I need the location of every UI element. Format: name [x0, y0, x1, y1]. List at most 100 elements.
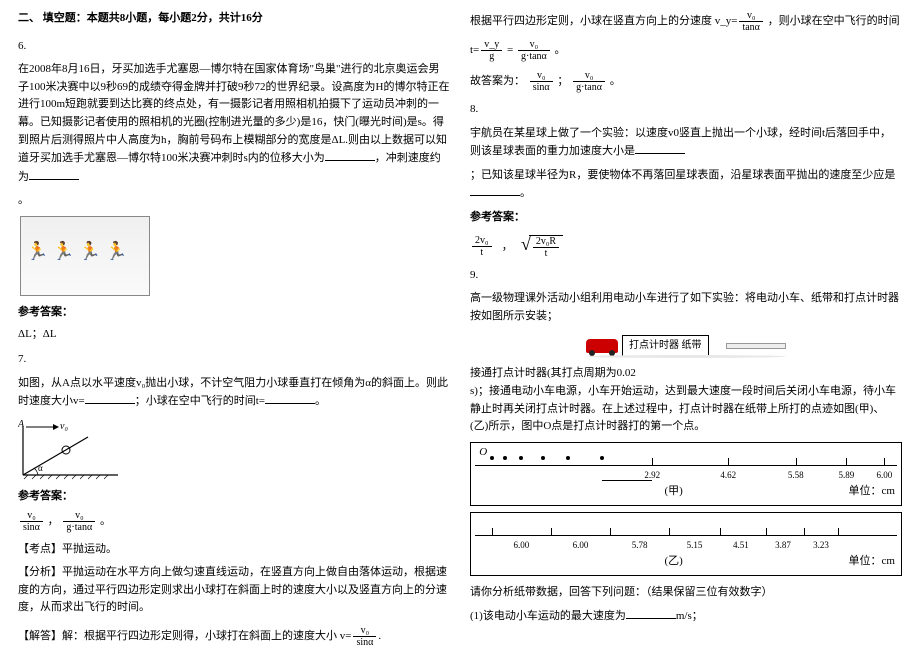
ruler2-caption: (乙) 单位：cm [471, 553, 901, 571]
r1-t2: 5.58 [788, 468, 804, 482]
q9-ask: 请你分析纸带数据，回答下列问题：（结果保留三位有效数字） [470, 584, 902, 602]
r2-t3: 5.15 [687, 538, 703, 552]
r-line1: 根据平行四边形定则，小球在竖直方向上的分速度 v_y=v₀tanα ，则小球在空… [470, 10, 902, 33]
kaodian-text: 平抛运动。 [62, 543, 117, 555]
fenxi: 【分析】平抛运动在水平方向上做匀速直线运动，在竖直方向上做自由落体运动，根据速度… [18, 564, 450, 617]
q9-blank [626, 607, 676, 619]
svg-text:α: α [38, 463, 43, 473]
t-eq: t= [470, 44, 479, 56]
ruler1-caption: (甲) 单位：cm [471, 483, 901, 501]
q7-t2: ；小球在空中飞行的时间t= [135, 395, 265, 407]
vy-label: v_y= [715, 15, 738, 27]
r-den1: tanα [739, 22, 762, 33]
q8-num: 8. [470, 101, 902, 119]
a8-num2: 2v₀R [533, 236, 559, 248]
r2-t1: 6.00 [573, 538, 589, 552]
jia-unit: 单位：cm [849, 483, 895, 501]
shadow [586, 355, 786, 358]
answer-title-6: 参考答案： [18, 304, 450, 322]
q9-text2: 接通打点计时器(其打点周期为0.02 s)；接通电动小车电源，小车开始运动，达到… [470, 365, 902, 435]
q9-sub1-text: (1)该电动小车运动的最大速度为 [470, 610, 626, 622]
timer-label-box: 打点计时器 纸带 [622, 335, 709, 357]
q7-blank2 [265, 392, 315, 404]
den2: g·tanα [63, 522, 95, 533]
setup-diagram: 打点计时器 纸带 [586, 331, 786, 359]
q7-body: 如图，从A点以水平速度v₀抛出小球，不计空气阻力小球垂直打在倾角为α的斜面上。则… [18, 375, 450, 411]
q9-t2b: s)；接通电动小车电源，小车开始运动，达到最大速度一段时间后关闭小车电源，待小车… [470, 385, 896, 432]
r-time-formula: t=v_yg = v₀g·tanα 。 [470, 39, 902, 62]
o-label: O [479, 444, 487, 462]
q9-sub1: (1)该电动小车运动的最大速度为 m/s； [470, 607, 902, 626]
guda-label: 故答案为： [470, 75, 525, 87]
ruler-jia: O 2.92 4.62 5.58 5.89 6.00 (甲) 单位：cm [470, 442, 902, 506]
num3: v₀ [353, 625, 376, 637]
tape-strip [726, 343, 786, 349]
q6-body: 在2008年8月16日，牙买加选手尤塞恩—博尔特在国家体育场"鸟巢"进行的北京奥… [18, 61, 450, 186]
q7-blank1 [85, 392, 135, 404]
g-den: g [481, 51, 502, 62]
jieda-text: 解：根据平行四边形定则得，小球打在斜面上的速度大小 [62, 630, 337, 642]
q9-unit: m/s； [676, 610, 703, 622]
den1: sinα [20, 522, 43, 533]
r-num1: v₀ [739, 10, 762, 22]
q6-photo: 🏃🏃🏃🏃 [20, 216, 150, 296]
q7-answer-formula: v₀sinα ， v₀g·tanα 。 [18, 510, 450, 533]
answer-title-7: 参考答案： [18, 488, 450, 506]
r2-t0: 6.00 [514, 538, 530, 552]
label-A: A [18, 419, 25, 430]
r2-t4: 4.51 [733, 538, 749, 552]
r-num2: v₀ [518, 39, 550, 51]
ruler1-line: O 2.92 4.62 5.58 5.89 6.00 [475, 465, 897, 466]
r2-t2: 5.78 [632, 538, 648, 552]
r1-t4: 6.00 [876, 468, 892, 482]
num1: v₀ [20, 510, 43, 522]
q8-body: 宇航员在某星球上做了一个实验：以速度v0竖直上抛出一个小球，经时间t后落回手中，… [470, 125, 902, 161]
guda-end: 。 [610, 75, 621, 87]
section-title: 二、 填空题：本题共8小题，每小题2分，共计16分 [18, 10, 450, 28]
kaodian-label: 【考点】 [18, 543, 62, 555]
q7-number: 7. [18, 351, 450, 369]
q6-period: 。 [18, 192, 450, 210]
kaodian: 【考点】平抛运动。 [18, 541, 450, 559]
r2-t6: 3.23 [813, 538, 829, 552]
r-den2: g·tanα [518, 51, 550, 62]
r2-t5: 3.87 [775, 538, 791, 552]
answer-title-8: 参考答案： [470, 209, 902, 227]
guda: 故答案为： v₀sinα ； v₀g·tanα 。 [470, 70, 902, 93]
svg-text:v₀: v₀ [60, 421, 68, 432]
q8-body2: ；已知该星球半径为R，要使物体不再落回星球表面，沿星球表面平抛出的速度至少应是。 [470, 167, 902, 203]
yi-unit: 单位：cm [849, 553, 895, 571]
q6-number: 6. [18, 38, 450, 56]
q8-blank1 [635, 142, 685, 154]
q6-blank2 [29, 168, 79, 180]
a8-num1: 2v₀ [472, 235, 492, 247]
q7-t3: 。 [315, 395, 326, 407]
jieda-label: 【解答】 [18, 630, 62, 642]
a8-den1: t [472, 247, 492, 258]
q6-answer: ΔL；ΔL [18, 326, 450, 344]
jia-label: (甲) [664, 485, 682, 497]
g-den1: sinα [530, 82, 553, 93]
r1-t1: 4.62 [720, 468, 736, 482]
g-num1: v₀ [530, 70, 553, 82]
car-icon [586, 339, 618, 353]
q8-blank2 [470, 184, 520, 196]
right-column: 根据平行四边形定则，小球在竖直方向上的分速度 v_y=v₀tanα ，则小球在空… [460, 10, 912, 641]
r-line1a: 根据平行四边形定则，小球在竖直方向上的分速度 [470, 15, 712, 27]
ruler2-line: 6.00 6.00 5.78 5.15 4.51 3.87 3.23 [475, 535, 897, 536]
incline-diagram: A v₀ α [18, 417, 128, 482]
num2: v₀ [63, 510, 95, 522]
fenxi-label: 【分析】 [18, 566, 62, 578]
r-line1b: ，则小球在空中飞行的时间 [768, 15, 900, 27]
a8-den2: t [533, 248, 559, 259]
q8-answer: 2v₀t ， √2v₀Rt [470, 235, 902, 259]
q6-text: 在2008年8月16日，牙买加选手尤塞恩—博尔特在国家体育场"鸟巢"进行的北京奥… [18, 63, 449, 164]
g-num2: v₀ [573, 70, 605, 82]
fenxi-text: 平抛运动在水平方向上做匀速直线运动，在竖直方向上做自由落体运动，根据速度的方向，… [18, 566, 447, 613]
runners-silhouette: 🏃🏃🏃🏃 [26, 237, 144, 277]
q6-blank1 [325, 149, 375, 161]
jieda: 【解答】解：根据平行四边形定则得，小球打在斜面上的速度大小 v=v₀sinα. [18, 625, 450, 648]
q8-t3: 。 [520, 187, 531, 199]
ruler-yi: 6.00 6.00 5.78 5.15 4.51 3.87 3.23 (乙) 单… [470, 512, 902, 576]
q9-num: 9. [470, 267, 902, 285]
